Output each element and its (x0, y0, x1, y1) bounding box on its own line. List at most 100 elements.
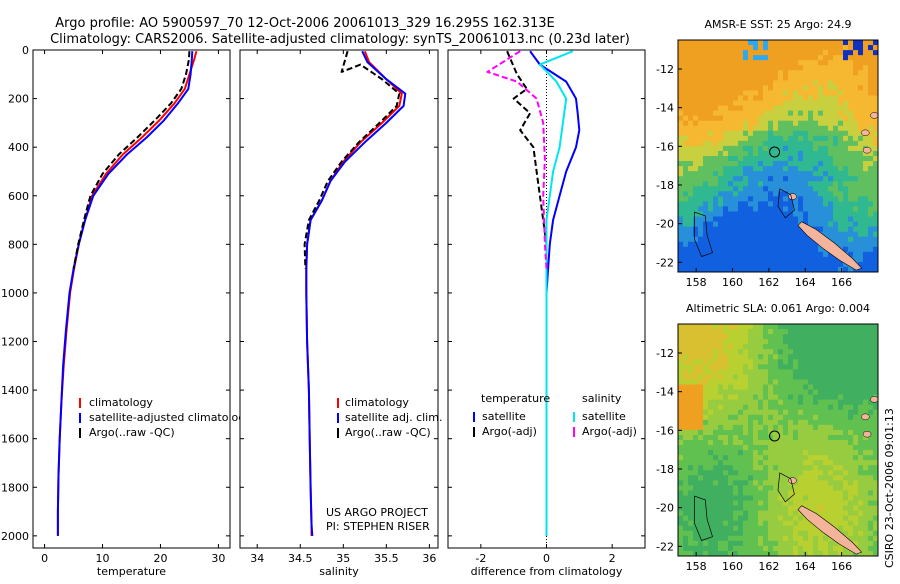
sla_map-cell (808, 445, 814, 451)
sla_map-cell (788, 545, 794, 552)
sst_map-cell (713, 201, 719, 207)
sla_map-cell (833, 505, 839, 512)
sst_map-cell (803, 100, 809, 106)
sst_map-cell (723, 226, 729, 233)
sla_map-cell (783, 349, 789, 355)
sla_map-cell (813, 349, 819, 355)
sla_map-cell (793, 510, 799, 517)
sst_map-cell (688, 110, 694, 117)
sla_map-cell (683, 520, 689, 527)
sst_map-cell (873, 80, 879, 86)
sst_map-cell (703, 191, 709, 197)
sst_map-cell (858, 166, 864, 172)
sla_map-cell (873, 389, 879, 396)
sla_map-cell (738, 404, 744, 411)
sst_map-cell (843, 40, 849, 46)
sst_map-cell (773, 266, 779, 273)
sla_map-cell (688, 419, 694, 426)
sst_map-cell (733, 110, 739, 117)
sla_map-cell (788, 384, 794, 390)
sla_map-cell (858, 465, 864, 471)
sst_map-cell (828, 176, 834, 182)
sst_map-cell (873, 140, 879, 147)
sla_map-cell (713, 389, 719, 396)
sst_map-cell (868, 40, 874, 46)
sla_map-cell (738, 470, 744, 476)
sst_map-cell (683, 85, 689, 91)
sla_map-cell (758, 525, 764, 532)
sst_map-cell (793, 70, 799, 76)
sst_map-cell (763, 261, 769, 268)
sla_map-cell (818, 329, 824, 335)
sla_map-cell (753, 414, 759, 421)
sst_map-cell (863, 206, 869, 212)
sla_map-cell (753, 545, 759, 552)
sla_map-cell (843, 505, 849, 512)
temperature-xtick-label: 0 (41, 552, 48, 565)
sla_map-cell (848, 419, 854, 426)
sst_map-cell (808, 95, 814, 101)
sla_map-cell (788, 434, 794, 441)
sla_map-cell (823, 349, 829, 355)
sst_map-cell (773, 110, 779, 117)
sla_map-cell (703, 475, 709, 481)
sst_map-cell (738, 105, 744, 112)
sla_map-cell (763, 500, 769, 506)
sla_map-cell (798, 329, 804, 335)
sst_map-cell (848, 90, 854, 96)
sst_map-cell (678, 45, 684, 51)
sla_map-cell (753, 495, 759, 501)
sla_map-cell (698, 389, 704, 396)
sla_map-cell (688, 429, 694, 436)
sla_map-cell (808, 485, 814, 491)
sla_map-cell (763, 424, 769, 431)
sst_map-cell (738, 171, 744, 177)
sst_map-cell (838, 75, 844, 81)
sst_map-cell (818, 145, 824, 152)
sla_map-cell (788, 500, 794, 506)
sst_map-cell (693, 90, 699, 96)
sla_map-cell (853, 339, 859, 345)
sla_map-cell (793, 450, 799, 456)
sla_map-cell (868, 384, 874, 390)
sst_map-cell (678, 226, 684, 233)
sla_map-cell (678, 429, 684, 436)
sla_map-cell (843, 460, 849, 466)
sla_map-cell (783, 389, 789, 396)
sst_map-cell (763, 201, 769, 207)
sst_map-cell (868, 196, 874, 202)
sst_map-cell (743, 171, 749, 177)
sst_map-cell (678, 186, 684, 192)
sla_map-cell (768, 545, 774, 552)
sla_map-cell (703, 530, 709, 537)
sla_map-cell (698, 339, 704, 345)
sst_map-cell (723, 216, 729, 222)
sst_map-cell (708, 50, 714, 56)
sst_map-cell (743, 140, 749, 147)
temp-legend-label: satellite-adjusted climatology (89, 411, 252, 424)
sla_map-cell (828, 485, 834, 491)
sst_map-cell (733, 211, 739, 217)
sla_map-cell (753, 359, 759, 365)
sst_map-cell (813, 90, 819, 96)
sst_map-cell (823, 100, 829, 106)
temp-legend-label: climatology (89, 396, 153, 409)
sla_map-cell (798, 490, 804, 496)
sla_map-cell (688, 445, 694, 451)
sst_map-cell (848, 181, 854, 187)
sla_map-cell (753, 540, 759, 547)
sst_map-cell (858, 50, 864, 56)
sst_map-cell (753, 241, 759, 248)
sst_map-cell (708, 231, 714, 238)
sst_map-cell (753, 105, 759, 112)
sst_map-cell (758, 161, 764, 167)
sla_map-cell (678, 540, 684, 547)
sst_map-cell (823, 90, 829, 96)
sla_map-cell (778, 475, 784, 481)
sst_map-cell (783, 130, 789, 137)
sla_map-cell (733, 344, 739, 350)
sla_map-cell (793, 490, 799, 496)
sla_map-cell (723, 429, 729, 436)
sst_map-cell (763, 40, 769, 46)
sla_map-cell (708, 515, 714, 522)
